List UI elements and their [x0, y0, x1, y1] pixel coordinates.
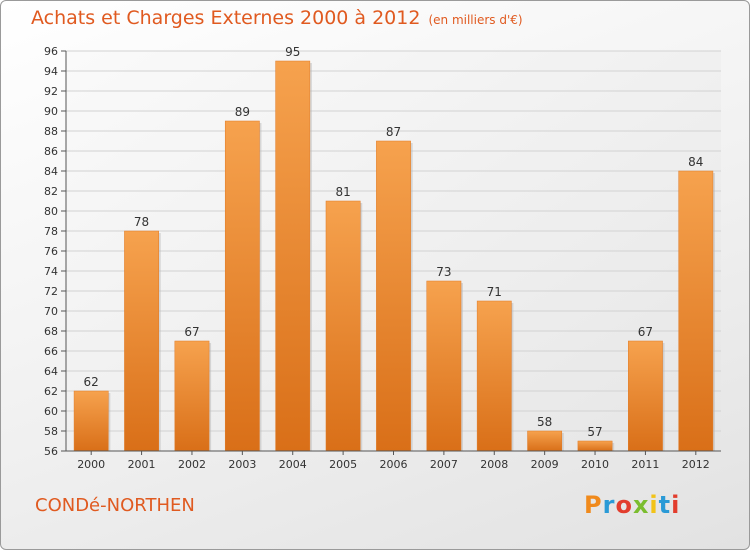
y-tick-label: 86	[44, 145, 58, 158]
x-tick-label: 2007	[430, 458, 458, 471]
y-tick-label: 56	[44, 445, 58, 458]
y-tick-label: 72	[44, 285, 58, 298]
bar-2009	[527, 430, 563, 452]
y-tick-label: 96	[44, 45, 58, 58]
logo-letter: i	[671, 491, 681, 519]
x-tick-label: 2008	[480, 458, 508, 471]
bar-value-label: 89	[235, 105, 250, 119]
logo-letter: P	[584, 491, 603, 519]
bar-2005	[325, 200, 361, 452]
bar-value-label: 81	[335, 185, 350, 199]
bar-2010	[577, 440, 613, 452]
bar-2003	[224, 120, 260, 452]
bar-value-label: 84	[688, 155, 703, 169]
x-tick-label: 2006	[380, 458, 408, 471]
bar-value-label: 58	[537, 415, 552, 429]
bar-value-label: 73	[436, 265, 451, 279]
commune-name: CONDé-NORTHEN	[35, 495, 195, 516]
y-tick-label: 90	[44, 105, 58, 118]
logo-letter: t	[658, 491, 672, 519]
y-tick-label: 92	[44, 85, 58, 98]
y-tick-label: 60	[44, 405, 58, 418]
x-tick-label: 2001	[128, 458, 156, 471]
bar-2001	[124, 230, 159, 452]
x-tick-label: 2012	[682, 458, 710, 471]
bar-value-label: 78	[134, 215, 149, 229]
bar-2006	[376, 140, 411, 452]
bar-value-label: 62	[84, 375, 99, 389]
y-tick-label: 62	[44, 385, 58, 398]
bar-value-label: 67	[184, 325, 199, 339]
x-tick-label: 2009	[531, 458, 559, 471]
logo-letter: x	[632, 491, 650, 519]
bar-value-label: 57	[587, 425, 602, 439]
x-tick-label: 2004	[279, 458, 307, 471]
y-tick-label: 68	[44, 325, 58, 338]
y-tick-label: 94	[44, 65, 58, 78]
x-tick-label: 2003	[228, 458, 256, 471]
y-tick-label: 76	[44, 245, 58, 258]
bar-2004	[275, 60, 311, 452]
x-tick-label: 2005	[329, 458, 357, 471]
chart-title-text: Achats et Charges Externes 2000 à 2012	[31, 7, 421, 29]
proxiti-logo: Proxiti	[584, 491, 680, 519]
chart-title: Achats et Charges Externes 2000 à 2012 (e…	[31, 7, 523, 29]
y-tick-label: 78	[44, 225, 58, 238]
x-tick-label: 2010	[581, 458, 609, 471]
logo-letter: o	[615, 491, 633, 519]
y-tick-label: 64	[44, 365, 58, 378]
bar-2000	[73, 390, 109, 452]
bar-value-label: 71	[487, 285, 502, 299]
y-tick-label: 66	[44, 345, 58, 358]
bar-value-label: 67	[638, 325, 653, 339]
bar-value-label: 95	[285, 45, 300, 59]
bar-value-label: 87	[386, 125, 401, 139]
y-tick-label: 74	[44, 265, 58, 278]
x-tick-label: 2011	[631, 458, 659, 471]
bar-2008	[476, 300, 512, 452]
chart-subtitle: (en milliers d'€)	[428, 13, 523, 27]
bar-2011	[628, 340, 663, 452]
x-tick-label: 2000	[77, 458, 105, 471]
bar-2012	[678, 170, 714, 452]
y-tick-label: 80	[44, 205, 58, 218]
y-tick-label: 88	[44, 125, 58, 138]
y-tick-label: 58	[44, 425, 58, 438]
x-tick-label: 2002	[178, 458, 206, 471]
bar-2002	[174, 340, 210, 452]
bar-2007	[426, 280, 462, 452]
y-tick-label: 82	[44, 185, 58, 198]
logo-letter: i	[649, 491, 659, 519]
y-tick-label: 84	[44, 165, 58, 178]
y-tick-label: 70	[44, 305, 58, 318]
logo-letter: r	[602, 491, 616, 519]
